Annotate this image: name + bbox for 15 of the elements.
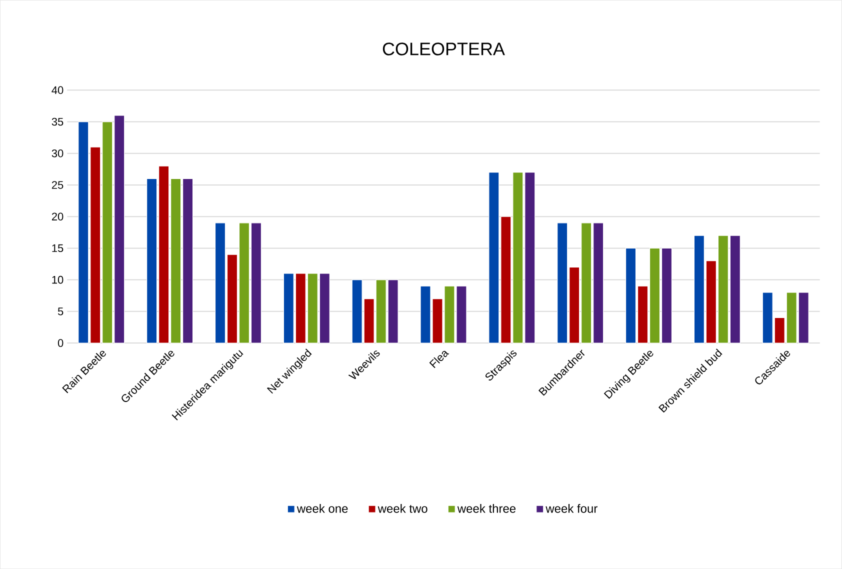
y-tick-label: 40	[52, 86, 64, 94]
y-tick-label: 0	[58, 339, 64, 347]
y-tick-label: 35	[52, 118, 64, 126]
y-tick-label: 20	[52, 212, 64, 220]
legend-label: week two	[378, 504, 428, 513]
y-tick-label: 15	[52, 244, 64, 252]
legend-label: week one	[296, 504, 348, 513]
y-tick-label: 30	[52, 149, 64, 158]
legend-label: week four	[546, 504, 598, 513]
x-tick-label: Flea	[429, 350, 450, 368]
y-tick-label: 5	[58, 308, 64, 316]
chart-title: COLEOPTERA	[382, 42, 505, 56]
y-tick-label: 10	[52, 276, 64, 284]
legend-label: week three	[457, 504, 516, 513]
y-tick-label: 25	[52, 181, 64, 189]
